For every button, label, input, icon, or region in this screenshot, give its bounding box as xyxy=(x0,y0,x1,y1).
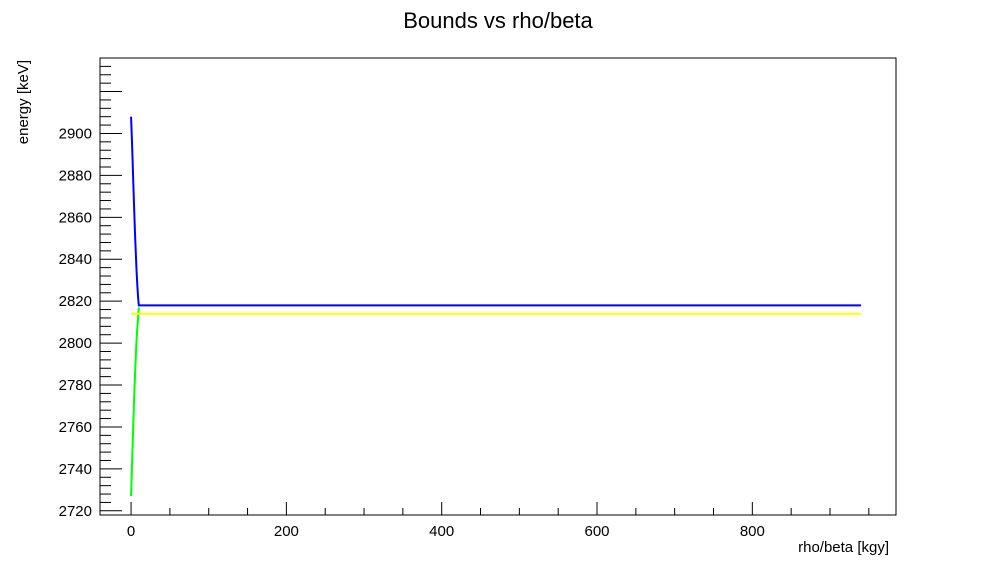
y-axis-title: energy [keV] xyxy=(15,60,32,144)
y-tick-label: 2860 xyxy=(59,209,92,226)
y-axis: 2720 2740 2760 2780 2800 2820 2840 2860 2880 2900 xyxy=(59,57,122,520)
y-tick-label: 2780 xyxy=(59,377,92,394)
y-tick-label: 2720 xyxy=(59,503,92,520)
x-tick-label: 400 xyxy=(429,523,454,540)
x-axis-title: rho/beta [kgy] xyxy=(798,539,889,556)
y-tick-label: 2840 xyxy=(59,251,92,268)
y-tick-label: 2740 xyxy=(59,461,92,478)
plot-frame xyxy=(99,57,897,516)
y-tick-label: 2880 xyxy=(59,167,92,184)
x-tick-label: 800 xyxy=(740,523,765,540)
y-tick-label: 2900 xyxy=(59,125,92,142)
y-tick-label: 2760 xyxy=(59,419,92,436)
x-tick-label: 600 xyxy=(584,523,609,540)
series-layer xyxy=(130,116,862,497)
x-axis: 0 200 400 600 800 xyxy=(127,502,870,540)
series-lower-bound-line xyxy=(130,307,140,497)
series-upper-bound-line xyxy=(130,116,862,307)
y-tick-label: 2820 xyxy=(59,293,92,310)
x-tick-label: 200 xyxy=(274,523,299,540)
x-tick-label: 0 xyxy=(127,523,135,540)
y-tick-label: 2800 xyxy=(59,335,92,352)
chart-title: Bounds vs rho/beta xyxy=(403,8,593,33)
